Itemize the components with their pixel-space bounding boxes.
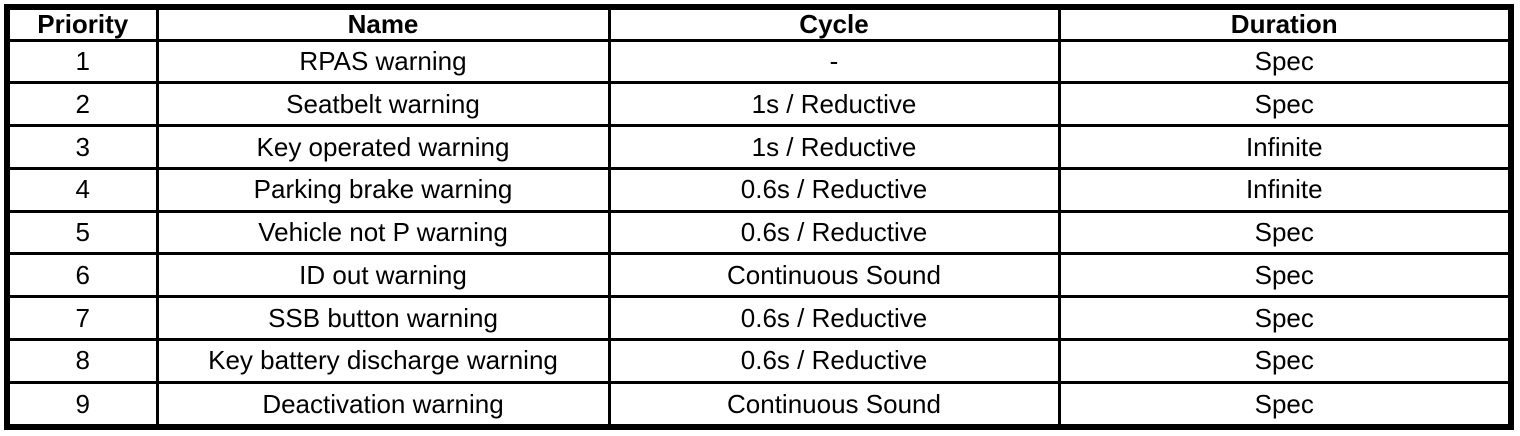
- column-header-priority: Priority: [5, 5, 159, 42]
- cell-cycle: 1s / Reductive: [607, 81, 1061, 128]
- header-row: Priority Name Cycle Duration: [5, 5, 1513, 42]
- table-row: 9 Deactivation warning Continuous Sound …: [5, 380, 1513, 429]
- cell-cycle: 0.6s / Reductive: [607, 295, 1061, 341]
- table-row: 7 SSB button warning 0.6s / Reductive Sp…: [5, 295, 1513, 341]
- warning-priority-table: Priority Name Cycle Duration 1 RPAS warn…: [4, 4, 1514, 430]
- cell-duration: Spec: [1057, 380, 1513, 429]
- cell-priority: 5: [5, 209, 159, 256]
- cell-duration: Spec: [1057, 81, 1513, 128]
- column-header-name: Name: [155, 5, 611, 42]
- cell-name: Parking brake warning: [155, 166, 611, 213]
- cell-name: RPAS warning: [155, 38, 611, 85]
- table-row: 1 RPAS warning - Spec: [5, 38, 1513, 85]
- table-row: 6 ID out warning Continuous Sound Spec: [5, 252, 1513, 299]
- cell-priority: 8: [5, 337, 159, 384]
- column-header-duration: Duration: [1057, 5, 1513, 42]
- cell-cycle: 1s / Reductive: [607, 124, 1061, 170]
- cell-duration: Spec: [1057, 38, 1513, 85]
- cell-name: Deactivation warning: [155, 380, 611, 429]
- cell-duration: Spec: [1057, 209, 1513, 256]
- table-body: 1 RPAS warning - Spec 2 Seatbelt warning…: [5, 38, 1513, 429]
- cell-cycle: Continuous Sound: [607, 252, 1061, 299]
- table-header: Priority Name Cycle Duration: [5, 5, 1513, 42]
- cell-cycle: 0.6s / Reductive: [607, 209, 1061, 256]
- cell-priority: 2: [5, 81, 159, 128]
- cell-duration: Spec: [1057, 252, 1513, 299]
- cell-priority: 7: [5, 295, 159, 341]
- cell-name: ID out warning: [155, 252, 611, 299]
- cell-duration: Spec: [1057, 295, 1513, 341]
- cell-name: SSB button warning: [155, 295, 611, 341]
- warning-priority-table-container: Priority Name Cycle Duration 1 RPAS warn…: [4, 4, 1514, 430]
- cell-duration: Spec: [1057, 337, 1513, 384]
- table-row: 8 Key battery discharge warning 0.6s / R…: [5, 337, 1513, 384]
- cell-cycle: 0.6s / Reductive: [607, 166, 1061, 213]
- cell-name: Vehicle not P warning: [155, 209, 611, 256]
- table-row: 3 Key operated warning 1s / Reductive In…: [5, 124, 1513, 170]
- cell-name: Seatbelt warning: [155, 81, 611, 128]
- cell-cycle: Continuous Sound: [607, 380, 1061, 429]
- cell-priority: 4: [5, 166, 159, 213]
- column-header-cycle: Cycle: [607, 5, 1061, 42]
- table-row: 5 Vehicle not P warning 0.6s / Reductive…: [5, 209, 1513, 256]
- cell-cycle: -: [607, 38, 1061, 85]
- cell-name: Key battery discharge warning: [155, 337, 611, 384]
- cell-priority: 3: [5, 124, 159, 170]
- cell-priority: 6: [5, 252, 159, 299]
- cell-duration: Infinite: [1057, 124, 1513, 170]
- cell-duration: Infinite: [1057, 166, 1513, 213]
- table-row: 2 Seatbelt warning 1s / Reductive Spec: [5, 81, 1513, 128]
- cell-cycle: 0.6s / Reductive: [607, 337, 1061, 384]
- cell-priority: 9: [5, 380, 159, 429]
- cell-name: Key operated warning: [155, 124, 611, 170]
- table-row: 4 Parking brake warning 0.6s / Reductive…: [5, 166, 1513, 213]
- cell-priority: 1: [5, 38, 159, 85]
